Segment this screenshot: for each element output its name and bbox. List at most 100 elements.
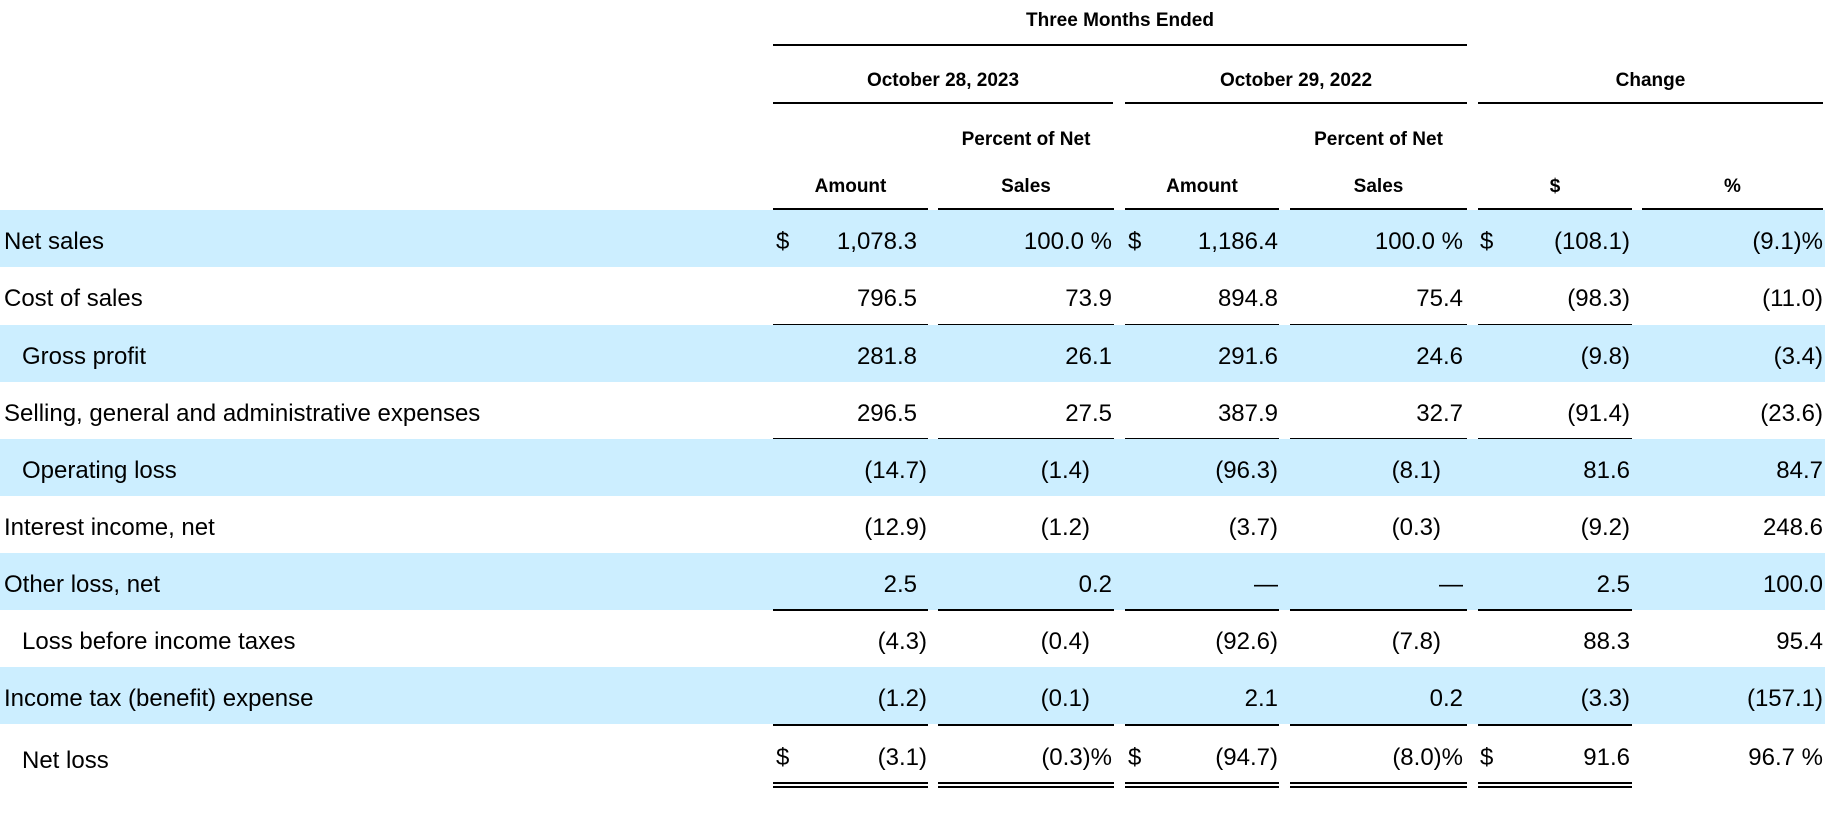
header-pct-2023-rule: [938, 208, 1114, 210]
row-label: Income tax (benefit) expense: [4, 685, 314, 712]
subtotal-rule: [1125, 609, 1279, 611]
header-col-2022: October 29, 2022: [1219, 70, 1373, 91]
table-row-other-loss: Other loss, net 2.5 0.2 — — 2.5 100.0: [0, 553, 1825, 610]
amount-2022: 291.6: [1217, 343, 1278, 370]
total-double-rule: [938, 782, 1114, 788]
header-pct-2023-line2: Sales: [1001, 176, 1051, 197]
amount-2023: (14.7): [864, 457, 927, 484]
change-dollar: 88.3: [1583, 628, 1630, 655]
header-amount-2022-rule: [1125, 208, 1279, 210]
subtotal-rule: [938, 724, 1114, 726]
header-period: Three Months Ended: [1026, 10, 1214, 31]
pct-2023: (1.2): [1040, 514, 1090, 541]
amount-2022: 387.9: [1217, 400, 1278, 427]
subtotal-rule: [773, 724, 928, 726]
header-change-dollar-rule: [1478, 208, 1632, 210]
table-row-interest-income: Interest income, net (12.9) (1.2) (3.7) …: [0, 496, 1825, 553]
header-change-percent-rule: [1642, 208, 1823, 210]
currency-symbol: $: [776, 744, 790, 771]
subtotal-rule: [773, 609, 928, 611]
row-label: Net loss: [22, 747, 109, 774]
total-double-rule: [1478, 782, 1632, 788]
subtotal-rule: [1478, 609, 1632, 611]
pct-2023: 27.5: [1065, 400, 1112, 427]
change-dollar: 2.5: [1596, 571, 1630, 598]
row-label: Gross profit: [22, 343, 147, 370]
change-percent: 96.7 %: [1748, 744, 1823, 771]
change-percent: (157.1): [1746, 685, 1823, 712]
total-double-rule: [1125, 782, 1279, 788]
header-change-dollar: $: [1549, 176, 1561, 197]
header-period-rule: [773, 44, 1467, 46]
header-2023-rule: [773, 102, 1113, 104]
subtotal-rule: [1478, 724, 1632, 726]
amount-2023: (1.2): [877, 685, 927, 712]
change-percent: 84.7: [1776, 457, 1823, 484]
amount-2022: (96.3): [1215, 457, 1278, 484]
pct-2022: (8.1): [1391, 457, 1441, 484]
row-label: Cost of sales: [4, 285, 143, 312]
amount-2023: 796.5: [856, 285, 917, 312]
header-amount-2022: Amount: [1166, 176, 1238, 197]
header-col-change: Change: [1615, 70, 1686, 91]
pct-2022: 75.4: [1416, 285, 1463, 312]
pct-2023: (1.4): [1040, 457, 1090, 484]
pct-2022: 24.6: [1416, 343, 1463, 370]
subtotal-rule: [938, 609, 1114, 611]
table-row-net-sales: Net sales $ 1,078.3 100.0 % $ 1,186.4 10…: [0, 210, 1825, 267]
total-double-rule: [1290, 782, 1467, 788]
amount-2022: 2.1: [1244, 685, 1278, 712]
change-percent: 95.4: [1776, 628, 1823, 655]
header-amount-2023: Amount: [814, 176, 887, 197]
change-percent: (9.1)%: [1752, 228, 1823, 255]
change-dollar: 91.6: [1583, 744, 1630, 771]
header-col-2023: October 28, 2023: [866, 70, 1020, 91]
change-dollar: (108.1): [1553, 228, 1630, 255]
pct-2023: 26.1: [1065, 343, 1112, 370]
amount-2022: 1,186.4: [1197, 228, 1278, 255]
change-percent: (11.0): [1762, 285, 1823, 312]
table-row-income-tax: Income tax (benefit) expense (1.2) (0.1)…: [0, 667, 1825, 724]
change-percent: 248.6: [1762, 514, 1823, 541]
header-pct-2022-rule: [1290, 208, 1467, 210]
amount-2023: 1,078.3: [836, 228, 917, 255]
row-label: Other loss, net: [4, 571, 161, 598]
table-row-cost-of-sales: Cost of sales 796.5 73.9 894.8 75.4 (98.…: [0, 267, 1825, 324]
currency-symbol: $: [1480, 744, 1494, 771]
change-percent: (23.6): [1760, 400, 1823, 427]
row-label: Operating loss: [22, 457, 177, 484]
header-amount-2023-rule: [773, 208, 928, 210]
subtotal-rule: [1290, 609, 1467, 611]
table-row-loss-before-taxes: Loss before income taxes (4.3) (0.4) (92…: [0, 610, 1825, 667]
subtotal-rule: [1290, 724, 1467, 726]
change-percent: (3.4): [1773, 343, 1823, 370]
amount-2023: (12.9): [864, 514, 927, 541]
row-label: Loss before income taxes: [22, 628, 296, 655]
amount-2023: 296.5: [856, 400, 917, 427]
pct-2023: (0.3)%: [1041, 744, 1112, 771]
pct-2023: (0.1): [1040, 685, 1090, 712]
amount-2022: (3.7): [1228, 514, 1278, 541]
table-row-sga-expenses: Selling, general and administrative expe…: [0, 382, 1825, 439]
change-dollar: (98.3): [1567, 285, 1630, 312]
pct-2022: (7.8): [1391, 628, 1441, 655]
header-pct-2022-line1: Percent of Net: [1314, 129, 1443, 150]
amount-2023: 281.8: [856, 343, 917, 370]
pct-2023: 0.2: [1078, 571, 1112, 598]
change-dollar: (9.8): [1580, 343, 1630, 370]
row-label: Selling, general and administrative expe…: [4, 400, 481, 427]
table-row-net-loss: Net loss $ (3.1) (0.3)% $ (94.7) (8.0)% …: [0, 726, 1825, 783]
amount-2022: (94.7): [1215, 744, 1278, 771]
pct-2022: 32.7: [1416, 400, 1463, 427]
pct-2022: 0.2: [1429, 685, 1463, 712]
currency-symbol: $: [1480, 228, 1494, 255]
amount-2023: (4.3): [877, 628, 927, 655]
pct-2023: (0.4): [1040, 628, 1090, 655]
header-change-rule: [1478, 102, 1823, 104]
row-label: Net sales: [4, 228, 105, 255]
pct-2022: (8.0)%: [1392, 744, 1463, 771]
table-row-gross-profit: Gross profit 281.8 26.1 291.6 24.6 (9.8)…: [0, 325, 1825, 382]
header-pct-2023-line1: Percent of Net: [961, 129, 1091, 150]
row-label: Interest income, net: [4, 514, 215, 541]
subtotal-rule: [1125, 724, 1279, 726]
